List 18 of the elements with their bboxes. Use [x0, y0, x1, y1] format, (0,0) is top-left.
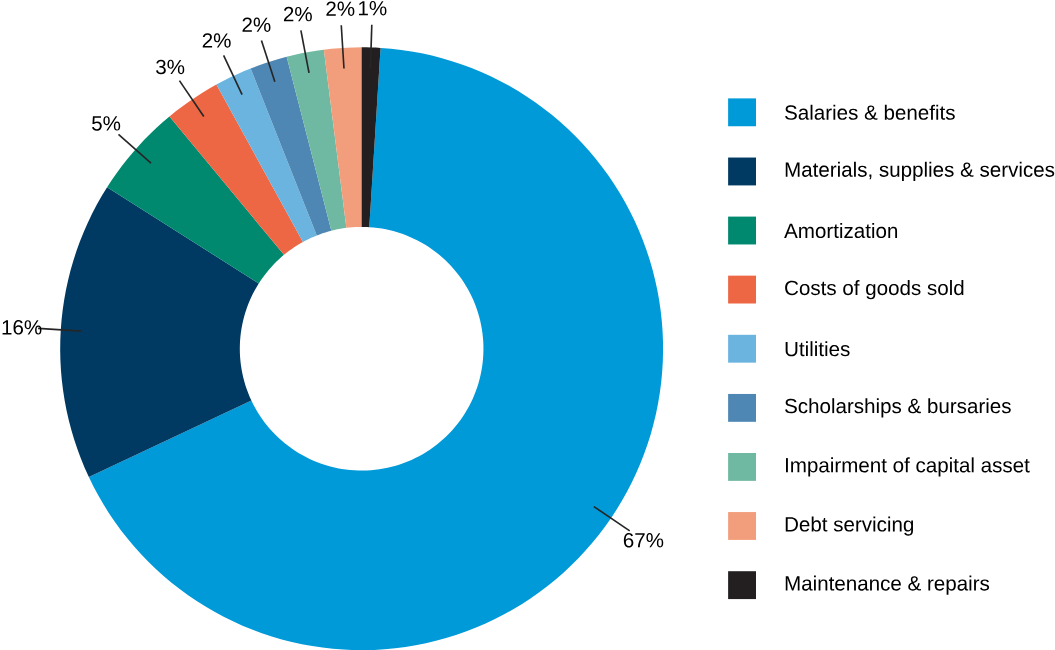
- legend-label: Materials, supplies & services: [785, 161, 1055, 181]
- legend-label: Costs of goods sold: [785, 280, 964, 300]
- legend-label: Impairment of capital asset: [785, 457, 1030, 477]
- legend-label: Salaries & benefits: [785, 104, 955, 120]
- data-label: 2%: [242, 17, 271, 32]
- legend-label: Debt servicing: [785, 516, 914, 536]
- data-label: 5%: [92, 116, 121, 131]
- data-label: 2%: [326, 1, 355, 16]
- data-label: 2%: [202, 33, 231, 48]
- legend-label: Maintenance & repairs: [785, 575, 990, 595]
- data-label: 2%: [283, 6, 312, 22]
- data-label: 67%: [623, 532, 664, 548]
- legend-label: Scholarships & bursaries: [785, 398, 1011, 418]
- legend-label: Amortization: [784, 222, 898, 238]
- data-label: 1%: [359, 0, 387, 16]
- data-label: 3%: [156, 59, 185, 75]
- legend-label: Utilities: [785, 341, 850, 357]
- data-label: 16%: [2, 319, 42, 335]
